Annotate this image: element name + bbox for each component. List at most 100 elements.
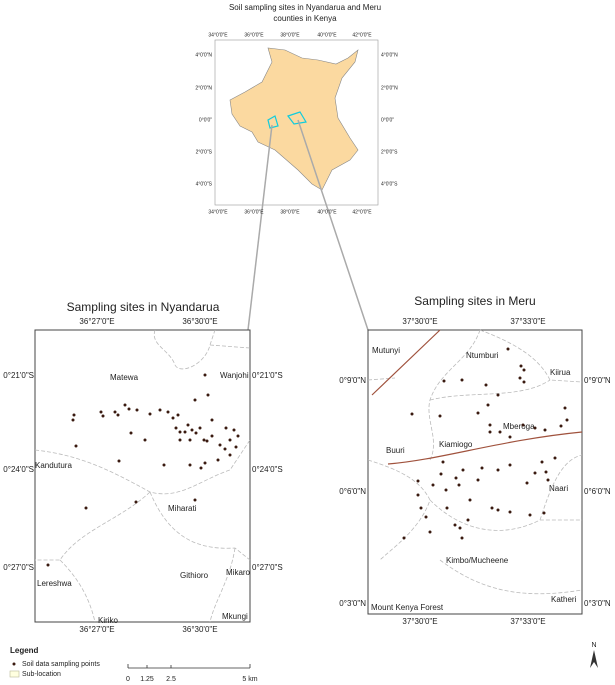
sampling-point [216, 458, 220, 462]
sampling-point [228, 453, 232, 457]
sampling-point [210, 418, 214, 422]
lat-label: 4°0'0"N [381, 52, 398, 58]
sampling-point [148, 412, 152, 416]
lon-label: 38°0'0"E [280, 32, 300, 38]
sampling-point [206, 393, 210, 397]
legend-title: Legend [10, 646, 39, 655]
sampling-point [543, 428, 547, 432]
sampling-point [528, 513, 532, 517]
sampling-point [525, 481, 529, 485]
place-label: Mkungi [222, 612, 248, 621]
sampling-point [183, 430, 187, 434]
sampling-point [508, 435, 512, 439]
sampling-point [522, 380, 526, 384]
place-label: Kiirua [550, 368, 571, 377]
sampling-point [193, 498, 197, 502]
map-title: Sampling sites in Meru [414, 294, 535, 308]
sampling-point [496, 508, 500, 512]
sampling-point [202, 438, 206, 442]
sampling-point [203, 461, 207, 465]
legend-dot [12, 662, 16, 666]
lon-label: 36°27'0"E [79, 625, 114, 634]
sampling-point [431, 483, 435, 487]
sampling-point [546, 478, 550, 482]
lon-label: 37°33'0"E [510, 617, 545, 626]
sampling-point [99, 410, 103, 414]
north-label: N [591, 642, 596, 649]
lat-label: 0°24'0"S [3, 465, 34, 474]
sampling-point [129, 431, 133, 435]
lon-label: 42°0'0"E [352, 209, 372, 215]
lat-label: 2°0'0"S [196, 149, 213, 155]
sampling-point [563, 406, 567, 410]
sampling-point [188, 463, 192, 467]
place-label: Wanjohi [220, 371, 249, 380]
sampling-point [198, 426, 202, 430]
sampling-point [544, 470, 548, 474]
map-frame [34, 329, 251, 623]
lat-label: 2°0'0"S [381, 149, 398, 155]
sampling-point [135, 408, 139, 412]
lon-label: 40°0'0"E [317, 32, 337, 38]
lon-label: 36°0'0"E [244, 32, 264, 38]
lat-label: 0°9'0"N [339, 376, 366, 385]
place-label: Naari [549, 484, 568, 493]
lon-label: 40°0'0"E [317, 209, 337, 215]
sampling-point [461, 468, 465, 472]
connector [297, 119, 369, 331]
sampling-point [178, 430, 182, 434]
sampling-point [178, 438, 182, 442]
sampling-point [498, 430, 502, 434]
sampling-point [416, 479, 420, 483]
sampling-point [486, 403, 490, 407]
sampling-point [402, 536, 406, 540]
sampling-point [490, 506, 494, 510]
sampling-point [113, 410, 117, 414]
lat-label: 0°21'0"S [3, 371, 34, 380]
place-label: Ntumburi [466, 351, 499, 360]
sampling-point [457, 483, 461, 487]
sampling-point [72, 413, 76, 417]
sampling-point [460, 536, 464, 540]
sampling-point [176, 413, 180, 417]
sampling-point [234, 445, 238, 449]
scale-label: 5 km [242, 676, 257, 683]
sampling-point [101, 414, 105, 418]
lon-label: 37°33'0"E [510, 317, 545, 326]
sampling-point [228, 438, 232, 442]
lat-label: 4°0'0"S [196, 181, 213, 187]
sampling-point [476, 478, 480, 482]
sampling-point [186, 423, 190, 427]
sampling-point [441, 460, 445, 464]
sampling-point [232, 428, 236, 432]
sampling-point [117, 459, 121, 463]
sampling-point [410, 412, 414, 416]
scale-label: 0 [126, 676, 130, 683]
sampling-point [496, 393, 500, 397]
scale-label: 1.25 [140, 676, 154, 683]
lon-label: 34°0'0"E [208, 32, 228, 38]
place-label: Buuri [386, 446, 405, 455]
sampling-point [166, 410, 170, 414]
place-label: Kiamiogo [439, 440, 473, 449]
sampling-point [542, 511, 546, 515]
sampling-point [466, 518, 470, 522]
sampling-point [508, 510, 512, 514]
sampling-point [518, 376, 522, 380]
place-label: Mutunyi [372, 346, 400, 355]
sampling-point [203, 373, 207, 377]
place-label: Kimbo/Mucheene [446, 556, 509, 565]
scale-bar [127, 664, 251, 669]
sampling-point [533, 471, 537, 475]
sampling-point [218, 443, 222, 447]
lon-label: 37°30'0"E [402, 617, 437, 626]
sampling-point [445, 506, 449, 510]
sampling-point [438, 414, 442, 418]
nyandarua-outline [267, 115, 279, 129]
lon-label: 36°0'0"E [244, 209, 264, 215]
place-label: Mount Kenya Forest [371, 603, 444, 612]
sampling-point [205, 439, 209, 443]
sampling-point [162, 463, 166, 467]
sampling-point [460, 378, 464, 382]
